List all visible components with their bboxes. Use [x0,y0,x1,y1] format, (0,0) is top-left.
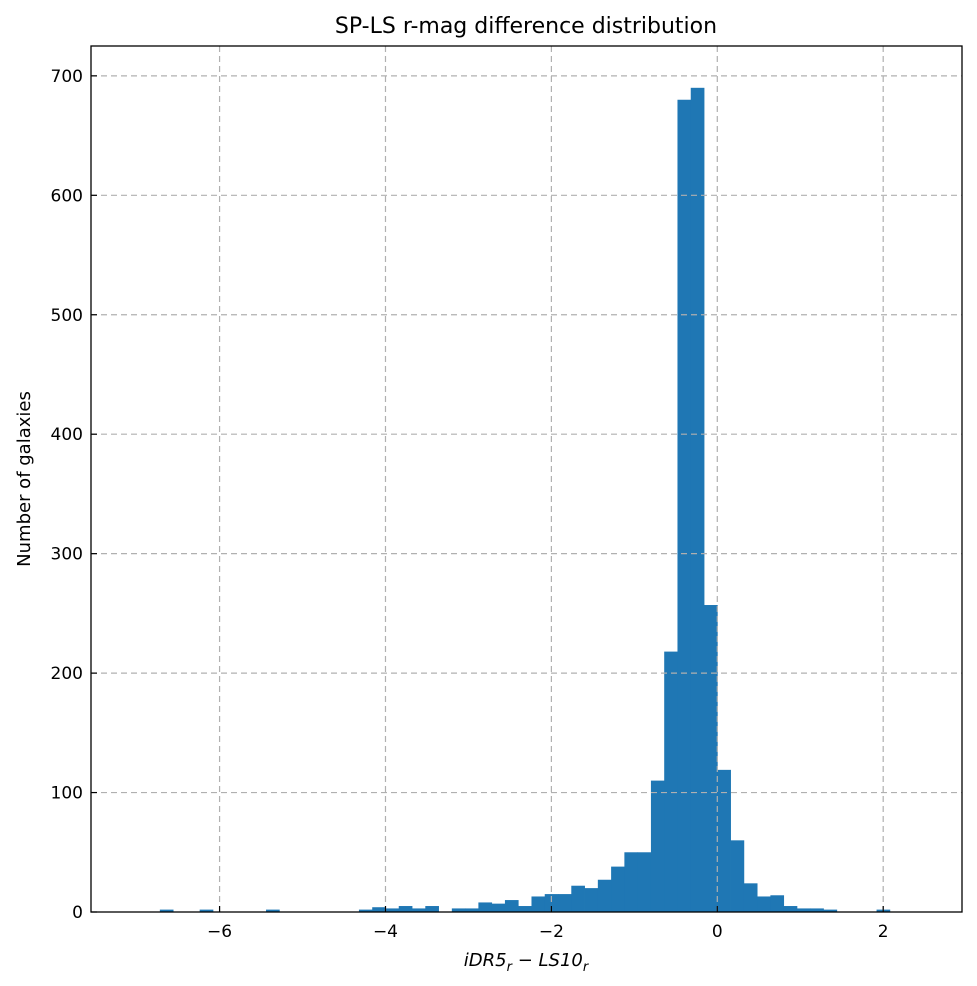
y-tick-label: 700 [51,67,83,87]
y-tick-label: 600 [51,186,83,206]
histogram-bar [571,885,585,912]
histogram-bar [372,907,386,912]
x-label-main-2: − LS10 [512,950,583,971]
y-tick-label: 400 [51,425,83,445]
histogram-bar [770,895,785,912]
histogram-bar [796,908,811,912]
x-tick-label: −6 [207,922,232,942]
x-tick-label: −4 [373,922,398,942]
histogram-bar [398,906,413,912]
grid-overlay [91,46,962,912]
histogram-bars [159,87,891,912]
histogram-bar [637,852,652,912]
histogram-bar [518,906,532,912]
histogram-bar [611,866,625,912]
x-tick-label: 0 [712,922,723,942]
x-label-main-1: iDR5 [464,950,507,971]
histogram-bar [677,99,692,912]
x-axis-label: iDR5r − LS10r [464,950,590,975]
histogram-bar [451,908,466,912]
histogram-bar [199,909,214,912]
y-tick-label: 300 [51,545,83,565]
histogram-bar [504,900,519,912]
histogram-bar [704,605,718,912]
histogram-bar [491,903,506,912]
x-tick-label: −2 [539,922,564,942]
histogram-bar [690,87,705,912]
x-label-sub-1: r [507,960,514,975]
histogram-bar [810,908,824,912]
y-axis: 0 100 200 300 400 500 600 700 [51,67,97,923]
histogram-bar [717,769,731,912]
histogram-bar [465,908,479,912]
histogram-bar [823,909,838,912]
y-tick-label: 500 [51,306,83,326]
histogram-bar [544,894,559,912]
y-tick-label: 100 [51,784,83,804]
histogram-bar [730,840,745,912]
histogram-bar [358,909,373,912]
x-tick-label: 2 [878,922,889,942]
histogram-bar [597,879,612,912]
histogram-bar [584,888,599,912]
histogram-bar [385,908,400,912]
histogram-bar [266,909,280,912]
histogram-bar [757,896,771,912]
y-tick-label: 0 [72,903,83,923]
x-axis: −6 −4 −2 0 2 [207,906,889,942]
plot-frame [90,45,963,913]
histogram-bar [743,883,758,912]
histogram-bar [478,902,493,912]
x-label-sub-2: r [583,960,590,975]
histogram-bar [664,651,678,912]
histogram-bar [624,852,639,912]
histogram-bar [425,906,439,912]
histogram-bar [159,909,174,912]
chart-title: SP-LS r-mag difference distribution [335,14,717,39]
histogram-bar [783,906,798,912]
y-axis-label: Number of galaxies [14,391,35,567]
histogram-bar [531,896,546,912]
histogram-bar [650,780,665,912]
histogram-bar [558,894,572,912]
histogram-bar [412,908,426,912]
y-tick-label: 200 [51,664,83,684]
